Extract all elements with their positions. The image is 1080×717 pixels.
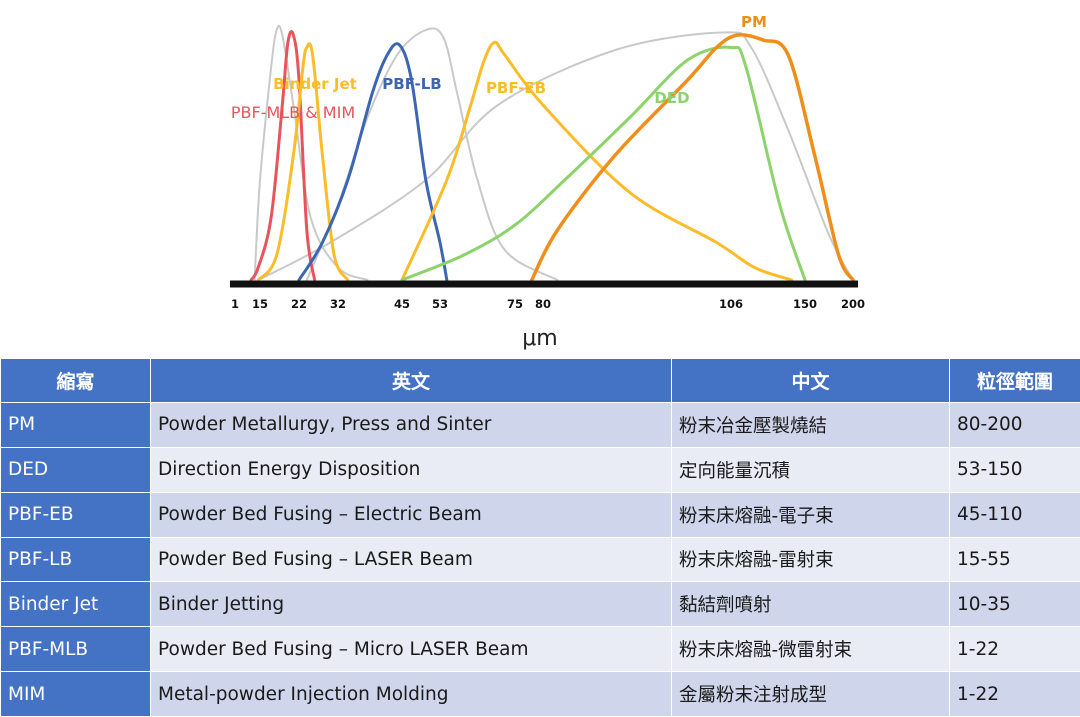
cell-abbr: PBF-LB xyxy=(0,536,151,583)
series-line-pbf-eb xyxy=(400,40,793,282)
table-row: PBF-EB Powder Bed Fusing – Electric Beam 粉… xyxy=(0,491,1080,538)
table-header-row: 縮寫 英文 中文 粒徑範圍 xyxy=(0,358,1080,403)
series-line-reference-8 xyxy=(257,31,854,281)
x-tick-label: 150 xyxy=(793,297,817,311)
table-row: PBF-LB Powder Bed Fusing – LASER Beam 粉末床熔… xyxy=(0,536,1080,583)
cell-range: 45-110 xyxy=(949,491,1080,538)
cell-abbr: DED xyxy=(0,446,151,493)
cell-chinese: 黏結劑噴射 xyxy=(671,581,950,628)
cell-abbr: MIM xyxy=(0,671,151,717)
table-row: PBF-MLB Powder Bed Fusing – Micro LASER B… xyxy=(0,626,1080,673)
cell-chinese: 粉末冶金壓製燒結 xyxy=(671,402,950,448)
header-range: 粒徑範圍 xyxy=(949,358,1080,403)
table-row: MIM Metal-powder Injection Molding 金屬粉末注射成… xyxy=(0,671,1080,717)
series-label-pbf-lb: PBF-LB xyxy=(382,75,441,93)
x-tick-label: 53 xyxy=(432,297,448,311)
cell-chinese: 定向能量沉積 xyxy=(671,446,950,493)
header-english: 英文 xyxy=(150,358,672,403)
table-row: PM Powder Metallurgy, Press and Sinter 粉末冶… xyxy=(0,402,1080,448)
cell-range: 1-22 xyxy=(949,626,1080,673)
cell-range: 1-22 xyxy=(949,671,1080,717)
table-row: Binder Jet Binder Jetting 黏結劑噴射 10-35 xyxy=(0,581,1080,628)
header-chinese: 中文 xyxy=(671,358,950,403)
series-line-reference-7 xyxy=(305,27,559,281)
series-label-pm: PM xyxy=(741,13,767,31)
cell-chinese: 金屬粉末注射成型 xyxy=(671,671,950,717)
chart-curves xyxy=(249,24,855,282)
cell-abbr: PM xyxy=(0,402,151,448)
cell-english: Direction Energy Disposition xyxy=(150,446,672,493)
process-table: 縮寫 英文 中文 粒徑範圍 PM Powder Metallurgy, Press… xyxy=(0,358,1080,717)
x-tick-label: 32 xyxy=(330,297,346,311)
x-tick-label: 45 xyxy=(394,297,410,311)
cell-chinese: 粉末床熔融-微雷射束 xyxy=(671,626,950,673)
series-line-reference-6 xyxy=(253,24,369,281)
cell-range: 15-55 xyxy=(949,536,1080,583)
series-label-pbf-eb: PBF-EB xyxy=(486,79,546,97)
cell-range: 10-35 xyxy=(949,581,1080,628)
x-tick-label: 1 xyxy=(231,297,239,311)
cell-abbr: PBF-EB xyxy=(0,491,151,538)
series-line-pbf-mlb-mim xyxy=(249,30,317,282)
series-labels: PBF-MLB & MIM Binder Jet PBF-LB PBF-EB DED PM xyxy=(231,13,767,122)
series-line-ded xyxy=(400,45,807,282)
cell-english: Powder Bed Fusing – Micro LASER Beam xyxy=(150,626,672,673)
header-abbr: 縮寫 xyxy=(0,358,151,403)
x-tick-label: 15 xyxy=(252,297,268,311)
cell-abbr: Binder Jet xyxy=(0,581,151,628)
cell-abbr: PBF-MLB xyxy=(0,626,151,673)
cell-english: Powder Bed Fusing – Electric Beam xyxy=(150,491,672,538)
series-label-binder-jet: Binder Jet xyxy=(273,75,357,93)
x-axis-unit-label: μm xyxy=(522,326,558,351)
cell-chinese: 粉末床熔融-雷射束 xyxy=(671,536,950,583)
cell-english: Powder Metallurgy, Press and Sinter xyxy=(150,402,672,448)
series-line-pm xyxy=(530,32,855,282)
cell-range: 80-200 xyxy=(949,402,1080,448)
x-tick-label: 22 xyxy=(291,297,307,311)
cell-chinese: 粉末床熔融-電子束 xyxy=(671,491,950,538)
x-tick-label: 75 xyxy=(507,297,523,311)
cell-range: 53-150 xyxy=(949,446,1080,493)
x-tick-labels: 1 15 22 32 45 53 75 80 106 150 200 xyxy=(231,297,865,311)
x-tick-label: 106 xyxy=(719,297,743,311)
cell-english: Metal-powder Injection Molding xyxy=(150,671,672,717)
series-label-ded: DED xyxy=(654,89,689,107)
x-tick-label: 200 xyxy=(841,297,865,311)
cell-english: Powder Bed Fusing – LASER Beam xyxy=(150,536,672,583)
x-tick-label: 80 xyxy=(535,297,551,311)
table-row: DED Direction Energy Disposition 定向能量沉積 53-… xyxy=(0,446,1080,493)
series-label-pbf-mlb-mim: PBF-MLB & MIM xyxy=(231,103,355,122)
series-line-binder-jet xyxy=(256,42,350,282)
particle-size-chart: 1 15 22 32 45 53 75 80 106 150 200 PBF-MLB & MIM Bi… xyxy=(230,13,865,311)
cell-english: Binder Jetting xyxy=(150,581,672,628)
